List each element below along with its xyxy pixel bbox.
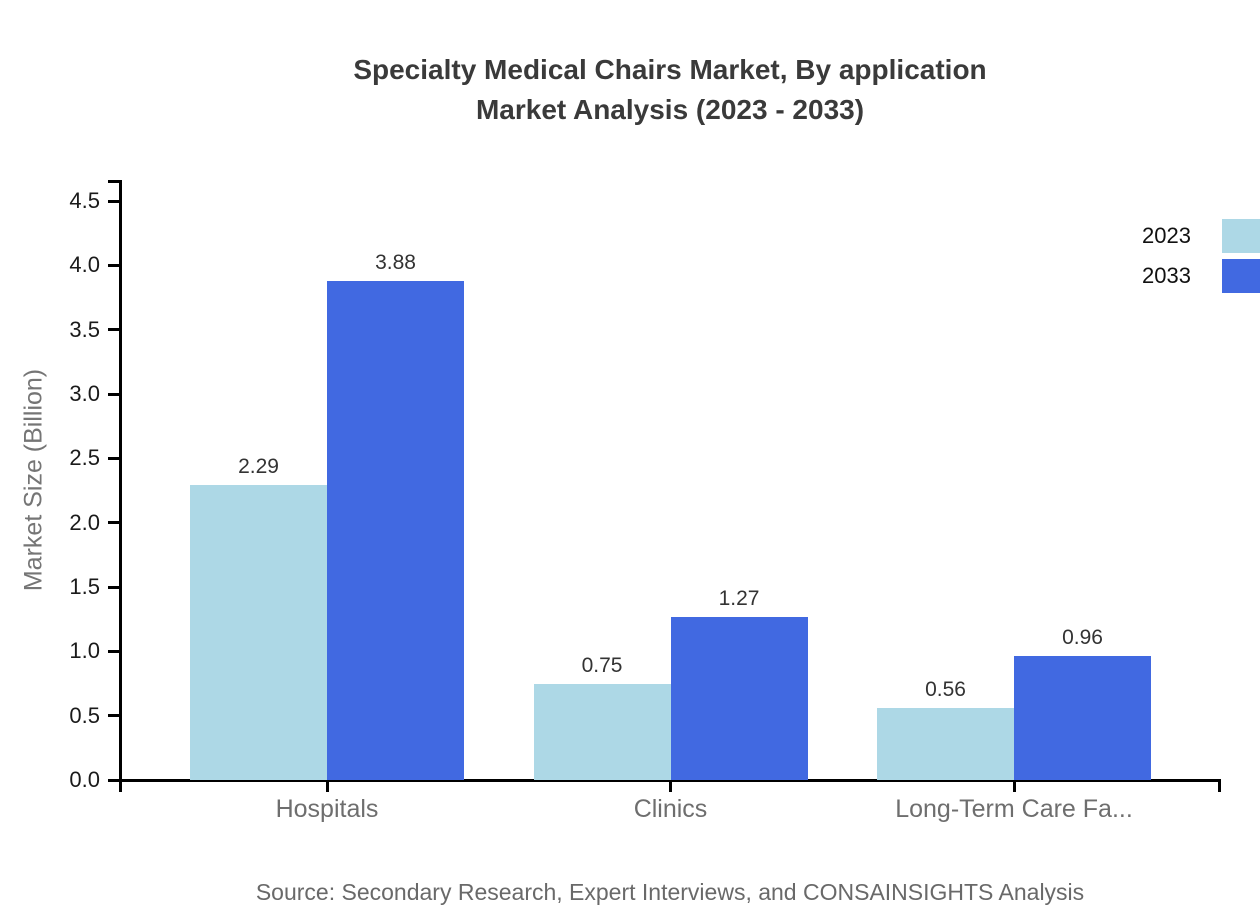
x-tick xyxy=(325,780,329,792)
bar-value-label: 3.88 xyxy=(375,250,416,274)
y-tick xyxy=(108,585,120,589)
bar-2023-1 xyxy=(533,683,671,780)
y-tick-label: 0.0 xyxy=(69,767,100,792)
y-tick xyxy=(108,714,120,718)
legend-swatch-icon xyxy=(1222,219,1260,253)
bar-value-label: 0.96 xyxy=(1062,626,1103,650)
y-tick xyxy=(108,778,120,782)
y-tick-label: 3.0 xyxy=(69,381,100,406)
bar-value-label: 0.56 xyxy=(925,677,966,701)
x-axis-line xyxy=(108,778,1221,782)
bar-2033-0 xyxy=(327,280,464,780)
x-category-label: Long-Term Care Fa... xyxy=(895,795,1133,823)
y-tick xyxy=(108,456,120,460)
bar-2023-2 xyxy=(877,707,1014,780)
y-axis-spine xyxy=(118,180,122,792)
legend-label: 2033 xyxy=(1142,263,1191,288)
y-tick xyxy=(108,392,120,396)
chart-title-line2: Market Analysis (2023 - 2033) xyxy=(475,94,865,125)
y-tick-label: 2.0 xyxy=(69,509,100,535)
bar-value-label: 0.75 xyxy=(581,653,623,677)
chart-title-line1: Specialty Medical Chairs Market, By appl… xyxy=(353,54,987,85)
chart-title: Specialty Medical Chairs Market, By appl… xyxy=(80,50,1260,130)
x-category-label: Clinics xyxy=(633,795,708,823)
y-tick-label: 4.5 xyxy=(69,188,100,213)
y-tick-label: 2.5 xyxy=(69,445,100,471)
y-tick-label: 3.5 xyxy=(69,316,100,342)
x-axis-end-cap xyxy=(1218,780,1221,792)
legend-label: 2023 xyxy=(1142,223,1191,248)
x-category-label: Hospitals xyxy=(275,795,379,823)
bar-value-label: 1.27 xyxy=(718,586,760,610)
y-tick-label: 4.0 xyxy=(69,252,100,278)
y-tick xyxy=(108,649,120,653)
y-tick xyxy=(108,328,120,332)
x-tick xyxy=(669,780,672,792)
legend-item-2023: 2023 xyxy=(1142,219,1260,253)
legend-item-2033: 2033 xyxy=(1142,259,1260,293)
y-tick-label: 1.5 xyxy=(69,574,100,599)
bar-2033-2 xyxy=(1014,656,1151,780)
bar-value-label: 2.29 xyxy=(238,455,279,479)
bar-2023-0 xyxy=(190,485,327,780)
y-tick-label: 0.5 xyxy=(69,702,100,728)
legend: 2023 2033 xyxy=(1142,219,1260,299)
y-tick xyxy=(108,521,120,525)
y-tick xyxy=(108,263,120,267)
legend-swatch-icon xyxy=(1222,259,1260,293)
bar-2033-1 xyxy=(670,616,808,780)
source-note: Source: Secondary Research, Expert Inter… xyxy=(255,879,1085,905)
x-tick xyxy=(1012,780,1016,792)
y-tick-label: 1.0 xyxy=(69,638,100,664)
y-tick xyxy=(108,199,120,203)
y-axis-top-cap xyxy=(108,180,120,183)
